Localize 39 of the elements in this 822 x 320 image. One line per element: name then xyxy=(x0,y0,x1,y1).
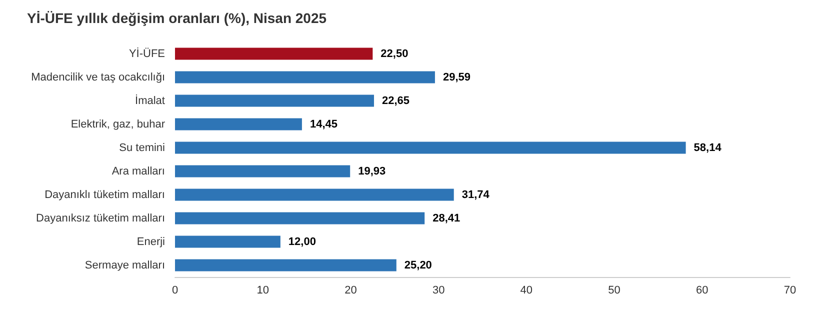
bar xyxy=(175,236,280,248)
x-tick-label: 20 xyxy=(344,284,357,296)
data-label: 19,93 xyxy=(358,165,386,178)
data-label: 29,59 xyxy=(442,71,470,84)
data-label: 31,74 xyxy=(462,188,490,201)
bar xyxy=(175,259,396,272)
data-label: 28,41 xyxy=(432,212,460,224)
y-tick-label: Yİ-ÜFE xyxy=(128,46,165,60)
bar xyxy=(175,212,425,224)
bar xyxy=(175,188,454,201)
y-tick-label: Dayanıklı tüketim malları xyxy=(44,188,165,201)
data-label: 12,00 xyxy=(288,236,316,248)
y-tick-label: Madencilik ve taş ocakcılığı xyxy=(31,71,165,84)
x-tick-label: 60 xyxy=(696,284,708,296)
x-tick-label: 10 xyxy=(256,284,269,296)
y-tick-label: Ara malları xyxy=(112,165,165,178)
bar xyxy=(175,48,373,60)
x-tick-label: 70 xyxy=(784,284,796,296)
bar xyxy=(175,165,350,178)
y-tick-label: Dayanıksız tüketim malları xyxy=(36,212,165,224)
bar xyxy=(175,94,374,107)
x-tick-label: 50 xyxy=(608,284,620,296)
x-tick-label: 0 xyxy=(172,284,178,296)
y-tick-label: Enerji xyxy=(136,236,165,248)
data-label: 25,20 xyxy=(404,259,432,272)
y-tick-label: İmalat xyxy=(135,94,165,107)
bar xyxy=(175,71,435,84)
data-label: 14,45 xyxy=(310,118,338,130)
data-label: 22,65 xyxy=(382,94,410,107)
x-tick-label: 40 xyxy=(520,284,533,296)
data-label: 22,50 xyxy=(380,48,408,60)
data-label: 58,14 xyxy=(694,142,722,154)
x-tick-label: 30 xyxy=(432,284,445,296)
y-tick-label: Su temini xyxy=(119,142,165,154)
bar xyxy=(175,142,686,154)
y-tick-label: Sermaye malları xyxy=(84,259,165,272)
bar xyxy=(175,118,302,130)
chart-title: Yİ-ÜFE yıllık değişim oranları (%), Nisan 2025 xyxy=(27,10,327,26)
y-tick-label: Elektrik, gaz, buhar xyxy=(70,118,166,130)
